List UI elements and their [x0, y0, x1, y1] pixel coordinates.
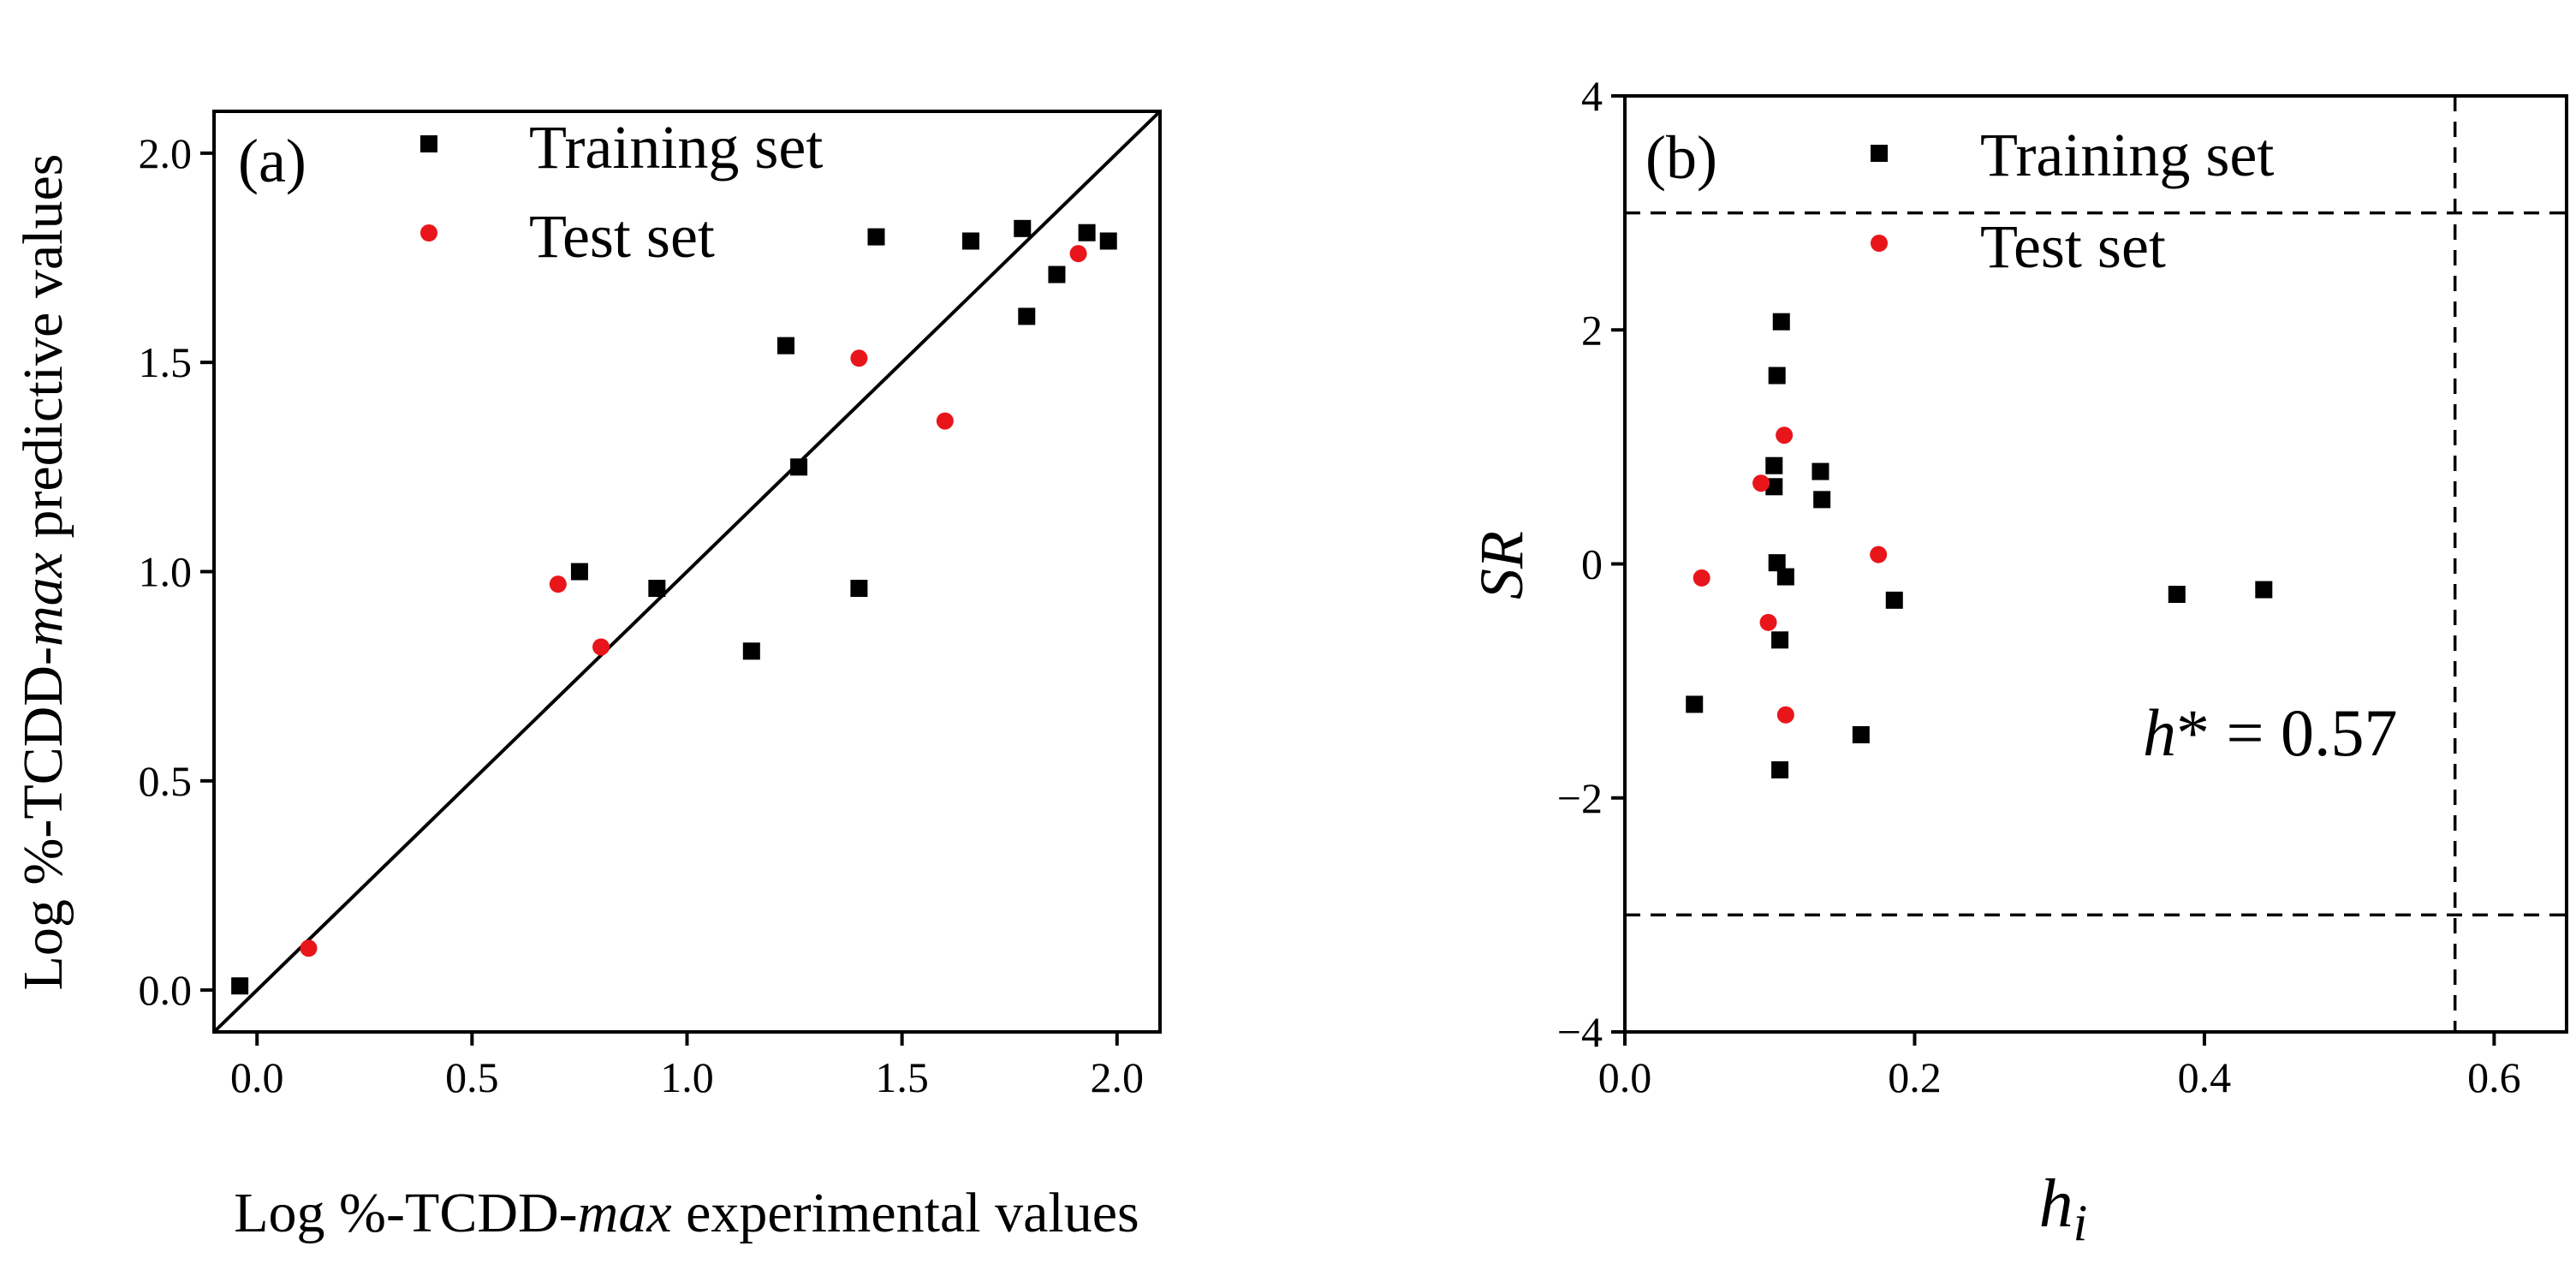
test-point — [549, 575, 567, 593]
training-point — [2255, 581, 2273, 599]
training-point — [1771, 760, 1789, 778]
training-point — [867, 228, 885, 246]
a-x-ticks: 0.0 0.5 1.0 1.5 2.0 — [230, 1032, 1144, 1101]
training-point — [231, 977, 249, 995]
b-x-ticks: 0.0 0.2 0.4 0.6 — [1598, 1032, 2521, 1101]
training-point — [1768, 554, 1786, 572]
training-point — [1686, 695, 1704, 713]
a-points — [231, 219, 1117, 995]
a-x-tick-label: 0.5 — [445, 1053, 499, 1101]
training-point — [1018, 307, 1036, 325]
a-y-tick-label: 0.0 — [139, 966, 193, 1014]
training-point — [962, 232, 979, 250]
training-point — [742, 642, 760, 660]
b-panel-label: (b) — [1645, 123, 1717, 192]
a-legend-training-label: Training set — [529, 113, 823, 182]
test-point — [850, 349, 868, 367]
a-legend-test-marker — [420, 224, 437, 241]
b-x-tick-label: 0.0 — [1598, 1053, 1652, 1101]
training-point — [1765, 456, 1783, 474]
a-reference-line — [212, 110, 1162, 1034]
b-y-tick-label: 4 — [1581, 72, 1603, 120]
training-point — [790, 458, 808, 476]
test-point — [936, 412, 954, 430]
a-y-tick-label: 2.0 — [139, 129, 193, 177]
b-legend: Training set Test set — [1871, 121, 2274, 281]
training-point — [1852, 725, 1870, 743]
test-point — [1693, 569, 1710, 587]
training-point — [2168, 586, 2186, 604]
training-point — [850, 580, 868, 598]
training-point — [1812, 462, 1829, 480]
training-point — [1771, 631, 1789, 649]
a-x-axis-label: Log %-TCDD-max experimental values — [234, 1182, 1139, 1244]
training-point — [1099, 232, 1117, 250]
a-x-tick-label: 1.0 — [660, 1053, 714, 1101]
b-x-tick-label: 0.2 — [1888, 1053, 1942, 1101]
a-x-tick-label: 2.0 — [1091, 1053, 1145, 1101]
a-y-tick-label: 1.5 — [139, 338, 193, 386]
training-point — [1078, 224, 1096, 241]
b-y-tick-label: 2 — [1581, 306, 1603, 354]
b-points — [1686, 313, 2273, 778]
b-x-tick-label: 0.4 — [2178, 1053, 2232, 1101]
b-x-axis-label: hi — [2039, 1166, 2088, 1251]
training-point — [777, 337, 795, 355]
a-legend: Training set Test set — [420, 113, 823, 271]
panel-a: 0.0 0.5 1.0 1.5 2.0 0.0 0.5 1.0 1.5 2.0 (a) Trai… — [12, 110, 1162, 1244]
b-y-axis-label: SR — [1467, 531, 1536, 599]
training-point — [1772, 313, 1790, 331]
a-legend-test-label: Test set — [529, 202, 715, 271]
training-point — [1776, 568, 1794, 586]
b-legend-training-label: Training set — [1980, 121, 2274, 189]
b-y-tick-label: −2 — [1557, 774, 1603, 822]
training-point — [1014, 219, 1032, 237]
b-legend-test-label: Test set — [1980, 212, 2166, 281]
a-x-tick-label: 0.0 — [230, 1053, 284, 1101]
panel-b: 0.0 0.2 0.4 0.6 −4 −2 0 2 4 (b) Training set Te… — [1467, 72, 2568, 1251]
training-point — [1765, 478, 1783, 496]
b-legend-test-marker — [1871, 235, 1888, 252]
b-threshold-annotation: h* = 0.57 — [2143, 695, 2398, 770]
a-y-tick-label: 0.5 — [139, 757, 193, 805]
test-point — [1069, 245, 1087, 263]
b-y-ticks: −4 −2 0 2 4 — [1557, 72, 1625, 1056]
test-point — [300, 939, 318, 957]
test-point — [1752, 474, 1770, 492]
test-point — [1759, 613, 1777, 631]
test-point — [1776, 706, 1794, 724]
a-y-tick-label: 1.0 — [139, 548, 193, 596]
a-y-axis-label: Log %-TCDD-max predictive values — [12, 154, 74, 991]
b-y-tick-label: 0 — [1581, 540, 1603, 588]
b-x-tick-label: 0.6 — [2467, 1053, 2521, 1101]
a-legend-training-marker — [420, 135, 437, 152]
a-panel-label: (a) — [238, 127, 306, 195]
training-point — [570, 563, 588, 581]
training-point — [1813, 491, 1831, 509]
test-point — [1870, 546, 1888, 563]
b-legend-training-marker — [1871, 145, 1888, 162]
training-point — [648, 580, 666, 598]
a-y-ticks: 0.0 0.5 1.0 1.5 2.0 — [139, 129, 214, 1014]
training-point — [1768, 367, 1786, 385]
b-y-tick-label: −4 — [1557, 1008, 1603, 1056]
test-point — [592, 638, 610, 656]
b-threshold-lines — [1625, 96, 2567, 1032]
a-x-tick-label: 1.5 — [875, 1053, 929, 1101]
test-point — [1776, 426, 1794, 444]
training-point — [1048, 265, 1066, 283]
training-point — [1885, 591, 1903, 609]
